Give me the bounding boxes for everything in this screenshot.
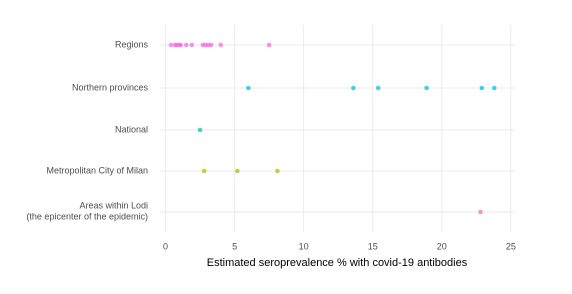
dot: [189, 42, 195, 48]
dot: [266, 42, 272, 48]
y-tick-label: National: [115, 124, 148, 134]
x-tick-label: 10: [299, 241, 309, 251]
dot: [424, 85, 429, 91]
x-tick-label: 5: [232, 241, 237, 251]
dot: [197, 127, 203, 133]
y-tick-label: Areas within Lodi (the epicenter of the e…: [26, 201, 148, 222]
dot: [375, 85, 381, 91]
dot: [478, 209, 483, 215]
y-tick-label: Northern provinces: [72, 82, 149, 92]
x-tick-label: 15: [368, 241, 378, 251]
dot: [201, 168, 207, 174]
dot: [235, 168, 240, 174]
x-tick-label: 25: [506, 241, 516, 251]
y-tick-label: Regions: [115, 39, 149, 49]
dot: [178, 42, 184, 48]
dot: [168, 42, 174, 48]
y-tick-label: Metropolitan City of Milan: [46, 165, 148, 175]
x-tick-label: 20: [437, 241, 447, 251]
x-tick-label: 0: [163, 241, 168, 251]
dot: [218, 42, 224, 48]
x-axis-label: Estimated seroprevalence % with covid-19…: [207, 257, 468, 269]
dot: [208, 42, 214, 48]
dot: [275, 168, 280, 174]
dot: [246, 85, 251, 91]
dot: [479, 85, 485, 91]
dot: [491, 85, 497, 91]
dot: [183, 42, 189, 48]
dot: [351, 85, 356, 91]
